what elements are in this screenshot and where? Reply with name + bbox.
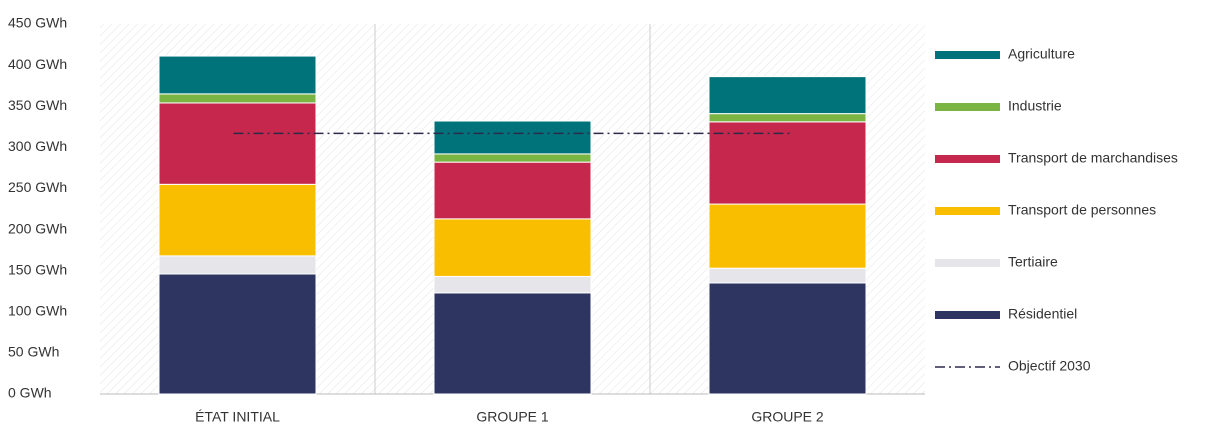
x-tick-label: GROUPE 1 xyxy=(476,409,549,425)
legend-swatch xyxy=(935,207,1000,215)
y-tick-label: 250 GWh xyxy=(8,179,67,195)
legend-swatch xyxy=(935,155,1000,163)
bar-segment xyxy=(708,113,867,123)
legend-label: Résidentiel xyxy=(1008,306,1077,322)
legend-swatch xyxy=(935,259,1000,267)
legend-label: Objectif 2030 xyxy=(1008,358,1091,374)
bar-segment xyxy=(433,153,592,163)
bar-segment xyxy=(433,161,592,220)
bar-segment xyxy=(158,183,317,257)
legend-label: Transport de personnes xyxy=(1008,202,1156,218)
y-tick-label: 100 GWh xyxy=(8,302,67,318)
y-tick-label: 200 GWh xyxy=(8,220,67,236)
legend-label: Agriculture xyxy=(1008,46,1075,62)
bar-segment xyxy=(708,76,867,115)
legend-label: Transport de marchandises xyxy=(1008,150,1178,166)
x-tick-label: GROUPE 2 xyxy=(751,409,824,425)
bar-segment xyxy=(158,55,317,95)
bar-segment xyxy=(433,292,592,395)
bar-segment xyxy=(158,255,317,275)
bar-segment xyxy=(433,218,592,277)
legend-label: Industrie xyxy=(1008,98,1062,114)
bar-segment xyxy=(708,282,867,395)
bar-segment xyxy=(708,267,867,284)
y-tick-label: 350 GWh xyxy=(8,97,67,113)
bar-segment xyxy=(708,203,867,269)
x-tick-label: ÉTAT INITIAL xyxy=(195,409,280,425)
bar-segment xyxy=(433,275,592,294)
bar-segment xyxy=(158,273,317,395)
y-tick-label: 50 GWh xyxy=(8,344,59,360)
y-tick-label: 150 GWh xyxy=(8,261,67,277)
bar-segment xyxy=(158,93,317,104)
legend-swatch xyxy=(935,311,1000,319)
legend-swatch xyxy=(935,51,1000,59)
y-tick-label: 300 GWh xyxy=(8,138,67,154)
bar-segment xyxy=(158,102,317,185)
bar-segment xyxy=(708,121,867,205)
y-tick-label: 400 GWh xyxy=(8,56,67,72)
legend-swatch xyxy=(935,103,1000,111)
y-tick-label: 450 GWh xyxy=(8,15,67,31)
y-tick-label: 0 GWh xyxy=(8,385,52,401)
legend-label: Tertiaire xyxy=(1008,254,1058,270)
bar-segment xyxy=(433,120,592,155)
